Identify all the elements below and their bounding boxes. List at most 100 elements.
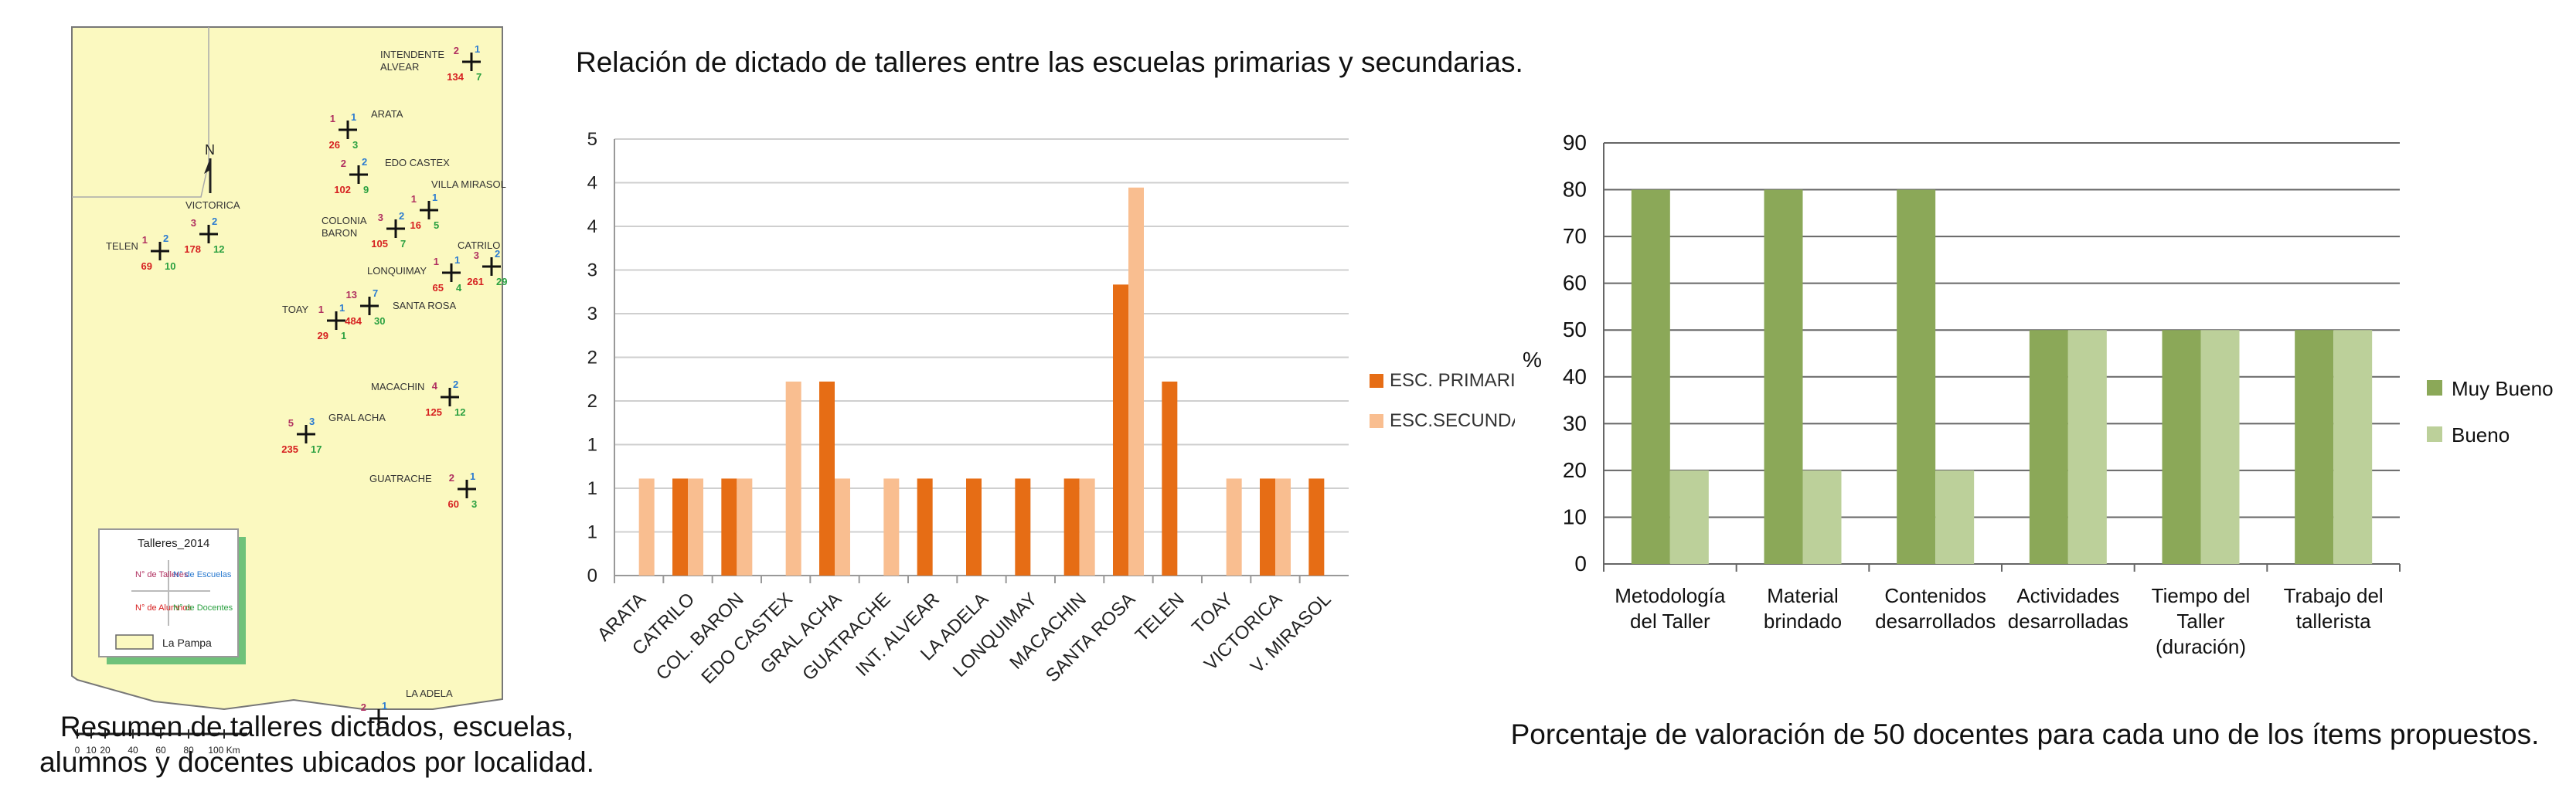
map-marker: GUATRACHE 2 1 60 3 — [369, 470, 477, 510]
map-caption-line-2: alumnos y docentes ubicados por localida… — [39, 746, 594, 778]
map-escuelas-count: 2 — [362, 156, 367, 168]
map-docentes-count: 17 — [311, 443, 322, 455]
map-alumnos-count: 69 — [141, 260, 152, 272]
map-legend-docentes: N° de Docentes — [173, 603, 233, 613]
map-locality-name: ALVEAR — [380, 61, 419, 73]
chart2-bar — [2067, 330, 2107, 564]
chart1-title: Relación de dictado de talleres entre la… — [576, 46, 1523, 78]
map-marker: LA ADELA 2 1 — [361, 688, 453, 728]
map-docentes-count: 29 — [496, 276, 507, 287]
map-docentes-count: 30 — [374, 315, 385, 327]
chart1-x-tick-label: SANTA ROSA — [1042, 589, 1139, 686]
chart1-bar — [1260, 478, 1275, 576]
map-marker: LONQUIMAY 1 1 65 4 — [367, 254, 462, 294]
chart2-legend-label: Muy Bueno — [2452, 377, 2554, 400]
chart2-y-tick-label: 80 — [1563, 178, 1587, 202]
chart1-y-tick-label: 2 — [587, 348, 597, 369]
chart1-bar — [785, 381, 801, 576]
chart2-x-tick-label: brindado — [1764, 610, 1842, 633]
chart2-bar — [1764, 189, 1803, 565]
map-talleres-count: 1 — [330, 113, 335, 124]
map-marker: TOAY 1 1 29 1 — [282, 302, 346, 341]
map-locality-name: GRAL ACHA — [328, 412, 386, 423]
chart1-bar — [1063, 478, 1080, 576]
map-escuelas-count: 2 — [495, 248, 500, 260]
chart2-legend-swatch — [2427, 380, 2442, 396]
chart2-bar — [1669, 470, 1709, 564]
map-talleres-count: 3 — [191, 217, 196, 229]
map-locality-name: INTENDENTE — [380, 49, 444, 60]
chart2-x-tick-label: del Taller — [1630, 610, 1710, 633]
chart2-x-tick-label: Actividades — [2016, 584, 2119, 607]
chart1-bar — [835, 478, 850, 576]
map-locality-name: VILLA MIRASOL — [431, 178, 506, 190]
chart2-bar — [2333, 330, 2373, 564]
chart1-bar — [1128, 187, 1144, 576]
map-alumnos-count: 26 — [329, 139, 340, 151]
map-locality-name: COLONIA — [322, 215, 367, 226]
chart1-legend-swatch — [1370, 374, 1383, 388]
chart1-bar — [819, 381, 835, 576]
chart2-y-tick-label: 10 — [1563, 504, 1587, 528]
chart1-bar — [1308, 478, 1325, 576]
chart2-y-axis-label: % — [1523, 348, 1542, 372]
chart2-x-tick-label: Contenidos — [1884, 584, 1986, 607]
map-marker: SANTA ROSA 13 7 484 30 — [345, 287, 456, 327]
map-talleres-count: 1 — [318, 304, 324, 315]
chart2-bar — [2295, 330, 2334, 564]
chart1-y-tick-label: 1 — [587, 435, 597, 456]
chart2-bar — [2200, 330, 2240, 564]
map-marker: VILLA MIRASOL 1 1 16 5 — [410, 178, 506, 231]
chart2-caption: Porcentaje de valoración de 50 docentes … — [1510, 718, 2540, 750]
map-docentes-count: 5 — [434, 219, 439, 231]
map-escuelas-count: 1 — [351, 111, 356, 123]
map-locality-name: VICTORICA — [185, 199, 240, 211]
chart1-y-tick-label: 0 — [587, 566, 597, 586]
chart1-bar — [966, 478, 982, 576]
north-arrow-icon: N — [204, 142, 215, 193]
map-escuelas-count: 1 — [470, 470, 475, 482]
map-escuelas-count: 1 — [382, 700, 387, 712]
map-escuelas-count: 1 — [475, 43, 480, 55]
chart2-y-tick-label: 70 — [1563, 224, 1587, 248]
chart1-y-tick-label: 2 — [587, 391, 597, 412]
chart2-y-tick-label: 20 — [1563, 458, 1587, 482]
map-talleres-count: 2 — [361, 701, 366, 713]
chart1-y-tick-label: 5 — [587, 129, 597, 150]
chart2-x-tick-label: Tiempo del — [2152, 584, 2251, 607]
map-talleres-count: 3 — [474, 250, 479, 261]
map-legend-swatch-label: La Pampa — [162, 637, 212, 649]
chart1-bar — [883, 478, 900, 576]
chart2-bar — [1802, 470, 1842, 564]
map-legend: Talleres_2014 N° de Talleres N° de Escue… — [98, 528, 246, 664]
map-talleres-count: 2 — [454, 45, 459, 56]
chart1-bar — [672, 478, 688, 576]
map-talleres-count: 3 — [378, 212, 383, 223]
map-scale-tick: 80 — [183, 745, 194, 756]
map-marker: GRAL ACHA 5 3 235 17 — [281, 412, 386, 455]
chart1-bar — [638, 478, 655, 576]
chart2-x-tick-label: desarrollados — [1875, 610, 1996, 633]
map-escuelas-count: 1 — [454, 254, 460, 266]
map-escuelas-count: 3 — [309, 416, 315, 427]
chart1-y-tick-label: 1 — [587, 522, 597, 543]
chart1-bar — [1079, 478, 1095, 576]
chart1-bar — [1113, 284, 1128, 576]
map-locality-name: EDO CASTEX — [385, 157, 450, 168]
map-alumnos-count: 178 — [184, 243, 201, 255]
chart2-y-tick-label: 30 — [1563, 411, 1587, 435]
map-alumnos-count: 134 — [447, 71, 464, 83]
chart1-y-tick-label: 1 — [587, 478, 597, 499]
map-docentes-count: 3 — [352, 139, 358, 151]
map-alumnos-count: 29 — [318, 330, 328, 341]
map-locality-name: BARON — [322, 227, 357, 239]
map-boundary-line — [72, 27, 209, 198]
chart2-bar-chart: 0 10 20 30 40 50 60 70 80 90% Metodología del Talle… — [1523, 131, 2554, 658]
chart2-bar — [1935, 470, 1975, 564]
map-escuelas-count: 1 — [432, 192, 437, 203]
map-alumnos-count: 102 — [334, 184, 351, 195]
map-talleres-count: 2 — [449, 472, 454, 484]
